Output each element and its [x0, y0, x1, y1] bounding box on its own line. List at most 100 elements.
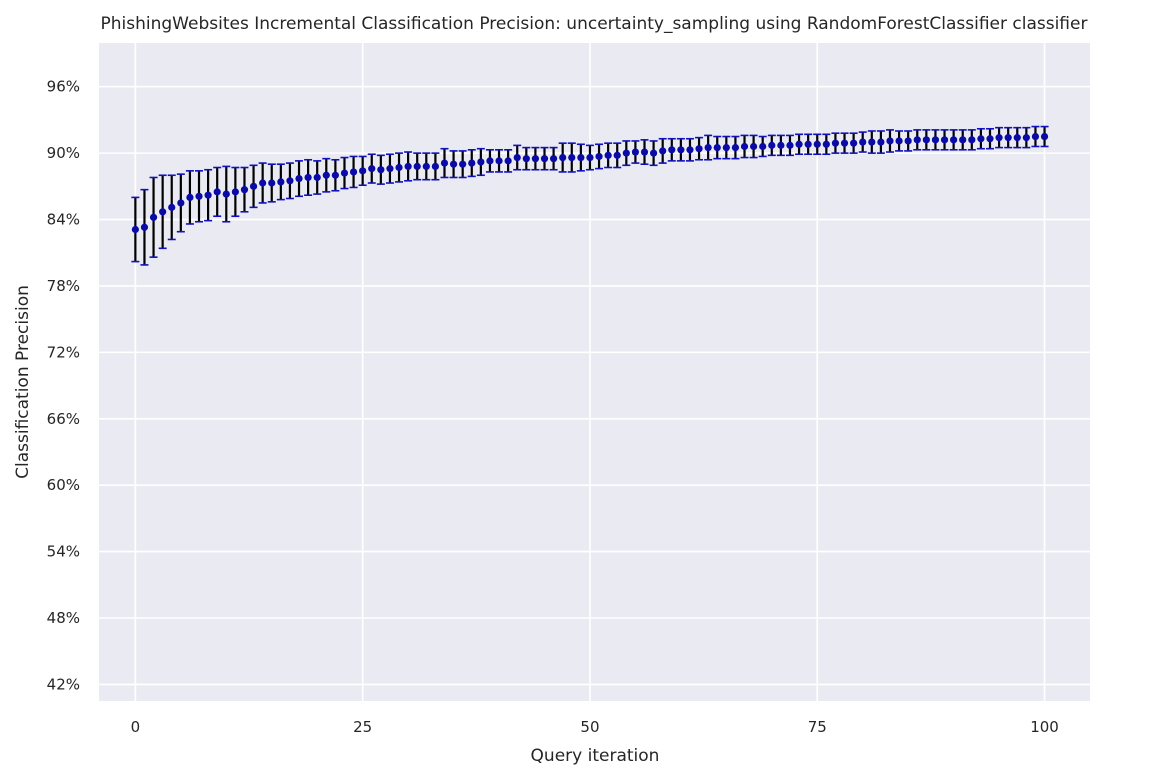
data-point	[859, 138, 867, 146]
data-point	[513, 153, 521, 162]
data-point	[759, 142, 767, 151]
data-point	[577, 153, 585, 162]
data-point	[686, 146, 694, 154]
data-point	[922, 136, 930, 144]
data-point	[595, 152, 603, 161]
data-point	[404, 162, 412, 171]
data-point	[395, 163, 403, 172]
data-point	[813, 140, 821, 148]
data-point	[549, 155, 558, 163]
data-point	[304, 173, 312, 182]
data-point	[649, 149, 658, 157]
y-tick-label: 66%	[47, 410, 80, 428]
data-point	[722, 143, 730, 152]
data-point	[459, 160, 467, 168]
data-point	[704, 143, 712, 152]
data-point	[677, 146, 685, 154]
data-point	[231, 188, 239, 196]
data-point	[977, 135, 985, 143]
data-point	[259, 179, 267, 187]
y-tick-label: 78%	[47, 277, 80, 295]
data-point	[604, 151, 612, 159]
x-tick-labels: 0 25 50 75 100	[131, 718, 1059, 736]
data-point	[495, 157, 503, 165]
data-point	[522, 155, 530, 163]
chart-title: PhishingWebsites Incremental Classificat…	[101, 14, 1088, 34]
data-point	[804, 140, 812, 148]
data-point	[1031, 132, 1040, 141]
data-point	[213, 188, 221, 196]
data-point	[131, 225, 139, 234]
data-point	[995, 134, 1003, 142]
data-point	[622, 149, 630, 157]
data-point	[277, 178, 285, 186]
data-point	[959, 136, 967, 144]
y-axis-label: Classification Precision	[13, 285, 33, 479]
data-point	[140, 223, 149, 231]
data-point	[204, 191, 212, 199]
data-point	[440, 159, 449, 167]
data-point	[559, 153, 567, 162]
data-point	[149, 213, 158, 221]
data-point	[913, 136, 921, 144]
x-tick-label: 0	[131, 718, 141, 736]
y-tick-label: 84%	[47, 211, 80, 229]
data-point	[613, 151, 621, 159]
data-point	[868, 138, 876, 146]
data-point	[777, 141, 785, 149]
data-point	[986, 135, 994, 143]
data-point	[268, 179, 276, 187]
data-point	[313, 173, 321, 182]
data-point	[504, 157, 512, 165]
data-point	[413, 162, 421, 171]
y-tick-label: 42%	[47, 675, 80, 693]
data-point	[159, 208, 167, 216]
data-point	[668, 146, 676, 154]
data-point	[750, 142, 758, 151]
data-point	[359, 167, 367, 175]
data-point	[831, 139, 840, 147]
data-point	[449, 160, 458, 168]
data-point	[850, 139, 858, 147]
data-point	[568, 153, 576, 162]
data-point	[540, 155, 549, 163]
x-axis-label: Query iteration	[531, 746, 660, 766]
data-point	[740, 142, 749, 151]
y-tick-labels: 42% 48% 54% 60% 66% 72% 78% 84% 90% 96%	[47, 78, 80, 694]
x-tick-label: 25	[353, 718, 372, 736]
data-point	[840, 139, 849, 147]
data-point	[322, 171, 330, 179]
x-tick-label: 50	[580, 718, 599, 736]
y-tick-label: 96%	[47, 78, 80, 96]
data-point	[950, 136, 958, 144]
data-point	[586, 153, 594, 162]
data-point	[168, 203, 176, 211]
data-point	[331, 171, 339, 179]
data-point	[895, 137, 903, 145]
data-point	[1022, 134, 1030, 142]
data-point	[468, 159, 476, 167]
data-point	[795, 140, 803, 148]
data-point	[1013, 134, 1021, 142]
data-point	[386, 165, 394, 173]
data-point	[640, 148, 649, 156]
x-tick-label: 100	[1030, 718, 1059, 736]
data-point	[731, 143, 740, 152]
data-point	[422, 162, 430, 171]
data-point	[240, 186, 249, 194]
data-point	[886, 137, 894, 145]
data-point	[249, 182, 258, 190]
data-point	[768, 141, 776, 149]
data-point	[1040, 132, 1049, 141]
data-point	[186, 193, 194, 202]
y-tick-label: 72%	[47, 343, 80, 361]
data-point	[659, 147, 667, 155]
y-tick-label: 60%	[47, 476, 80, 494]
data-point	[340, 169, 349, 177]
data-point	[877, 138, 885, 146]
data-point	[1004, 134, 1012, 142]
grid-lines	[99, 43, 1090, 701]
data-point	[631, 148, 640, 156]
data-point	[222, 190, 230, 198]
